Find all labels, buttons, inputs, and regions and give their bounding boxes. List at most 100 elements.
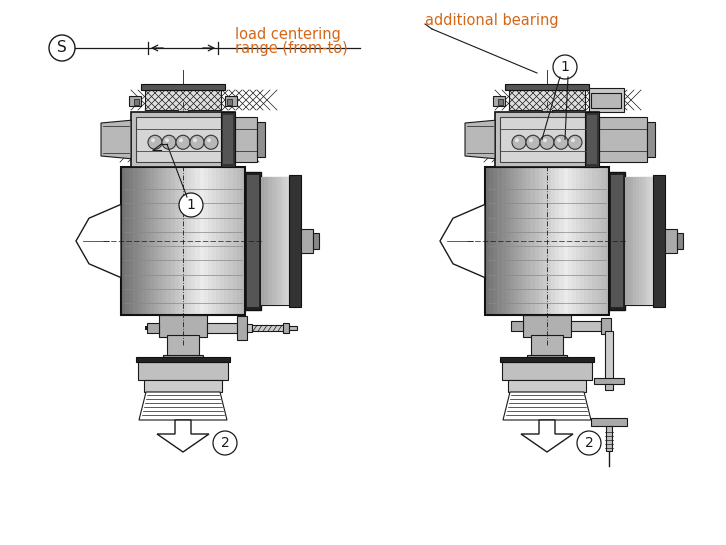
Bar xyxy=(508,380,586,392)
Circle shape xyxy=(557,138,561,142)
Bar xyxy=(183,167,187,315)
Bar xyxy=(204,167,208,315)
Bar xyxy=(257,122,265,157)
Bar xyxy=(551,167,555,315)
Polygon shape xyxy=(76,204,121,277)
Bar xyxy=(129,167,134,315)
Bar xyxy=(522,167,526,315)
Bar xyxy=(543,167,547,315)
Bar xyxy=(511,321,523,331)
Bar xyxy=(592,167,597,315)
Circle shape xyxy=(529,138,533,142)
Bar xyxy=(611,175,623,307)
Bar xyxy=(489,167,493,315)
Polygon shape xyxy=(157,420,209,452)
Bar xyxy=(136,357,230,362)
Bar xyxy=(207,323,237,333)
Bar xyxy=(216,167,220,315)
Bar xyxy=(547,167,551,315)
Bar xyxy=(502,167,506,315)
Bar xyxy=(605,331,613,381)
Bar xyxy=(485,167,489,315)
Bar xyxy=(555,167,560,315)
Bar xyxy=(493,96,505,106)
Bar xyxy=(601,318,611,334)
Bar xyxy=(560,167,563,315)
Bar xyxy=(568,167,572,315)
Bar xyxy=(221,112,235,167)
Circle shape xyxy=(515,138,519,142)
Bar xyxy=(539,167,543,315)
Bar xyxy=(145,326,147,330)
Bar xyxy=(283,323,289,333)
Bar xyxy=(597,167,600,315)
Bar xyxy=(500,117,594,162)
Circle shape xyxy=(204,135,218,149)
Bar xyxy=(281,177,283,305)
Bar xyxy=(625,177,653,305)
Circle shape xyxy=(165,138,169,142)
Bar xyxy=(506,167,510,315)
Bar xyxy=(576,167,580,315)
Circle shape xyxy=(179,193,203,217)
Bar xyxy=(531,335,563,357)
Bar xyxy=(235,117,257,162)
Polygon shape xyxy=(465,120,495,159)
Bar xyxy=(136,135,183,162)
Bar xyxy=(497,167,502,315)
Text: 1: 1 xyxy=(187,198,195,212)
Circle shape xyxy=(213,431,237,455)
Bar xyxy=(625,177,628,305)
Bar xyxy=(220,167,224,315)
Bar xyxy=(187,167,191,315)
Bar xyxy=(677,233,683,249)
Bar xyxy=(167,335,199,357)
Bar xyxy=(588,167,592,315)
Bar xyxy=(591,418,627,426)
Circle shape xyxy=(151,138,155,142)
Bar xyxy=(289,175,301,307)
Bar xyxy=(159,315,207,337)
Bar xyxy=(589,88,624,112)
Bar xyxy=(645,177,648,305)
Bar xyxy=(121,167,125,315)
Bar xyxy=(514,167,518,315)
Bar xyxy=(154,167,158,315)
Bar xyxy=(278,177,281,305)
Bar xyxy=(599,117,647,162)
Circle shape xyxy=(540,135,554,149)
Bar xyxy=(585,112,599,167)
Bar xyxy=(286,177,289,305)
Circle shape xyxy=(512,135,526,149)
Bar xyxy=(237,167,241,315)
Bar xyxy=(580,167,584,315)
Bar xyxy=(498,99,503,105)
Bar xyxy=(134,99,139,105)
Bar xyxy=(266,177,269,305)
Bar xyxy=(121,167,245,315)
Bar xyxy=(241,167,245,315)
Bar xyxy=(146,167,150,315)
Bar xyxy=(134,167,137,315)
Circle shape xyxy=(176,135,190,149)
Bar xyxy=(534,167,539,315)
Circle shape xyxy=(49,35,75,61)
Polygon shape xyxy=(139,392,227,420)
Bar xyxy=(237,316,247,340)
Bar xyxy=(510,167,514,315)
Bar xyxy=(289,326,297,330)
Bar xyxy=(609,172,625,310)
Bar xyxy=(542,110,552,112)
Bar xyxy=(144,380,222,392)
Bar xyxy=(526,167,531,315)
Circle shape xyxy=(526,135,540,149)
Bar xyxy=(131,112,235,167)
Bar xyxy=(485,167,609,315)
Bar xyxy=(605,167,609,315)
Bar xyxy=(301,229,313,253)
Bar xyxy=(594,378,624,384)
Bar xyxy=(572,167,576,315)
Bar xyxy=(283,177,286,305)
Bar xyxy=(647,122,655,157)
Bar xyxy=(179,167,183,315)
